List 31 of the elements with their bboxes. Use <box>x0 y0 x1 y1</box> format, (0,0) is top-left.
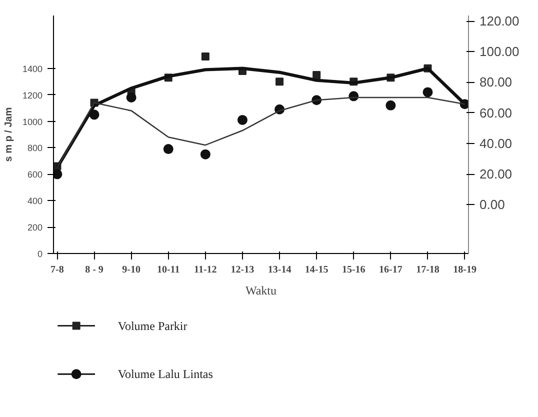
x-tick-label: 18-19 <box>453 264 476 276</box>
y-tick-label: 1200 <box>22 90 43 100</box>
y-tick-label: 200 <box>27 222 43 233</box>
x-tick-label: 7-8 <box>50 264 64 276</box>
y2-tick-label: 60.00 <box>480 105 512 120</box>
x-tick-label: 14-15 <box>304 264 328 276</box>
x-tick-label: 16-17 <box>379 264 402 276</box>
x-tick-label: 9-10 <box>122 264 140 276</box>
y2-tick-label: 20.00 <box>480 166 512 182</box>
y2-tick-label: 80.00 <box>480 74 512 90</box>
x-tick-label: 10-11 <box>156 264 180 276</box>
x-axis-title: Waktu <box>245 284 277 298</box>
y-tick-label: 0 <box>37 249 43 259</box>
y-tick-label: 400 <box>27 196 43 206</box>
legend-label: Volume Lalu Lintas <box>118 367 214 382</box>
y-tick-label: 1400 <box>22 64 43 74</box>
x-tick-label: 12-13 <box>230 264 254 276</box>
x-tick-label: 15-16 <box>342 264 366 276</box>
x-tick-label: 13-14 <box>268 264 292 276</box>
x-tick-label: 8 - 9 <box>85 264 104 276</box>
y2-tick-label: 100.00 <box>480 44 520 60</box>
legend-label: Volume Parkir <box>118 318 188 333</box>
x-tick-label: 11-12 <box>194 264 217 276</box>
y-axis-title: s m p / Jam <box>3 107 14 162</box>
y-tick-label: 800 <box>27 143 43 154</box>
y2-tick-label: 0.00 <box>480 197 505 212</box>
y2-tick-label: 120.00 <box>480 14 520 29</box>
y2-tick-label: 40.00 <box>480 136 512 151</box>
y-tick-label: 600 <box>27 170 43 180</box>
y-tick-label: 1000 <box>22 116 43 127</box>
x-tick-label: 17-18 <box>416 264 440 276</box>
